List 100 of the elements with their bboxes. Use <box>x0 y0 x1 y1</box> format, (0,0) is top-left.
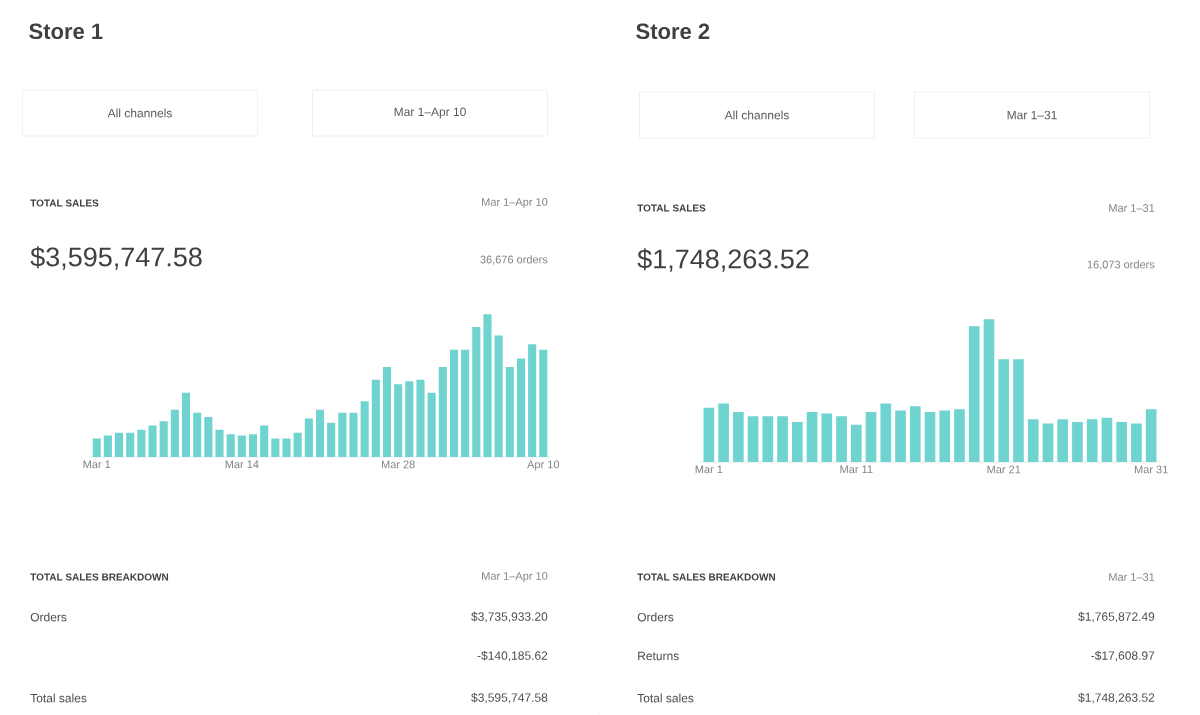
text: Mar 1–31 <box>1109 204 1155 212</box>
bar <box>1042 423 1054 462</box>
bar <box>539 349 548 457</box>
bar <box>92 438 101 457</box>
bar <box>405 381 414 457</box>
text: Mar 1–31 <box>1007 110 1057 120</box>
bar <box>394 384 403 457</box>
x-tick-label: Mar 11 <box>840 465 873 474</box>
bar <box>371 379 380 457</box>
bar <box>483 314 492 457</box>
bar <box>1057 419 1069 462</box>
bar <box>360 401 369 457</box>
bar <box>304 418 313 457</box>
bar <box>1101 417 1113 462</box>
bar <box>215 429 224 457</box>
chart-title: Store 1 <box>29 23 103 40</box>
x-tick-label: Mar 1 <box>83 460 111 469</box>
bar <box>528 344 537 457</box>
chart-title: Store 2 <box>636 23 710 40</box>
bar <box>226 434 235 457</box>
bar <box>1086 419 1098 462</box>
bar <box>762 416 774 462</box>
text: $1,765,872.49 <box>1078 611 1155 623</box>
bar <box>1027 419 1039 462</box>
bar <box>193 412 202 457</box>
bar <box>1013 359 1024 462</box>
bar <box>115 432 124 457</box>
bar <box>747 416 759 462</box>
text: -$17,608.97 <box>1091 650 1155 662</box>
bar <box>821 413 833 462</box>
bar <box>327 422 336 457</box>
text: TOTAL SALES <box>637 204 706 212</box>
bar <box>159 421 168 457</box>
bar <box>777 416 788 462</box>
text: TOTAL SALES BREAKDOWN <box>30 573 169 581</box>
text: Mar 1–31 <box>1109 573 1155 581</box>
bar <box>472 327 481 457</box>
text: Returns <box>638 651 679 661</box>
text: 16,073 orders <box>1087 260 1155 270</box>
bar <box>718 403 729 462</box>
text: Mar 1–Apr 10 <box>482 572 548 582</box>
bar <box>968 326 980 462</box>
text: TOTAL SALES BREAKDOWN <box>637 573 776 581</box>
bar <box>516 358 526 457</box>
text: $3,595,747.58 <box>30 246 202 270</box>
bar <box>1145 409 1157 462</box>
text: $1,748,263.52 <box>637 248 809 272</box>
bar <box>148 425 157 457</box>
x-tick-label: Mar 1 <box>695 465 723 474</box>
bar <box>204 417 213 457</box>
bar <box>271 438 280 457</box>
bar <box>1116 422 1128 462</box>
text: TOTAL SALES <box>30 199 99 207</box>
bar <box>880 403 892 462</box>
bar <box>170 409 179 457</box>
bar <box>181 392 191 457</box>
text: Total sales <box>637 693 694 703</box>
bar <box>438 367 447 457</box>
bar <box>416 379 425 457</box>
bar <box>449 349 459 457</box>
bar <box>836 416 847 462</box>
bar <box>983 319 995 462</box>
bar <box>1131 423 1142 462</box>
text: $1,748,263.52 <box>1078 692 1155 704</box>
bar <box>998 359 1010 462</box>
text: Mar 1–Apr 10 <box>482 198 548 208</box>
text: Total sales <box>30 693 87 703</box>
bar <box>103 435 112 457</box>
bar <box>382 367 392 457</box>
bar <box>703 407 715 462</box>
bar <box>733 412 744 462</box>
bar <box>791 422 803 462</box>
text: -$140,185.62 <box>477 650 548 662</box>
bar <box>954 409 965 462</box>
bar <box>924 412 936 462</box>
x-tick-label: Mar 14 <box>225 460 259 469</box>
bar <box>315 409 325 457</box>
bar <box>293 432 302 457</box>
bar <box>349 412 358 457</box>
bar <box>260 425 269 457</box>
text: $3,595,747.58 <box>471 692 548 704</box>
x-tick-label: Mar 28 <box>381 460 415 469</box>
bar <box>427 392 436 457</box>
text: $3,735,933.20 <box>471 611 548 623</box>
bar <box>338 412 347 457</box>
bar <box>1072 422 1083 462</box>
bar <box>505 367 514 457</box>
text: Mar 1–Apr 10 <box>394 107 466 119</box>
x-tick-label: Apr 10 <box>527 460 560 471</box>
bar <box>461 349 470 457</box>
bar <box>282 438 291 457</box>
bar <box>137 429 146 457</box>
bar <box>237 435 246 457</box>
text: All channels <box>724 110 789 120</box>
bar <box>494 335 503 457</box>
bar <box>806 412 818 462</box>
bar <box>939 410 951 462</box>
bar <box>895 410 906 462</box>
text: All channels <box>107 108 172 118</box>
text: Orders <box>30 612 67 622</box>
